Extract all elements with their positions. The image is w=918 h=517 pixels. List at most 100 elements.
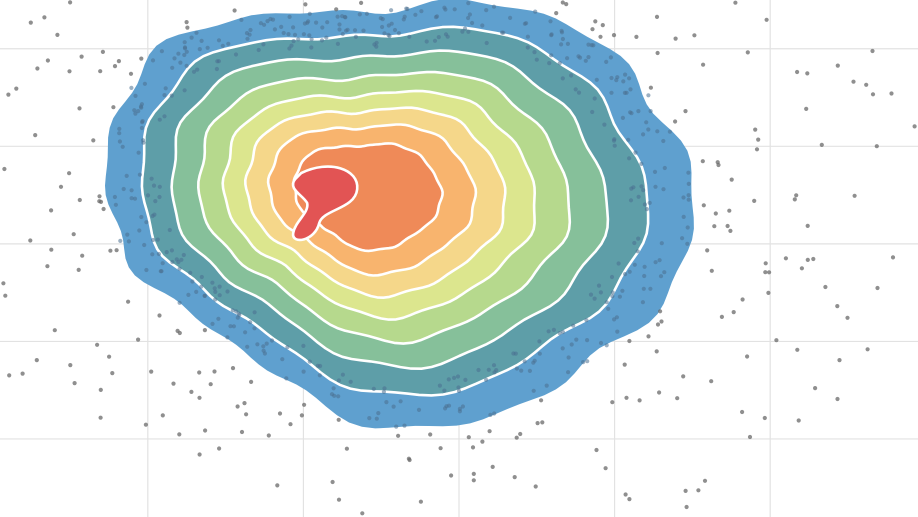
scatter-point [560, 76, 565, 81]
scatter-point [364, 11, 369, 16]
scatter-point [680, 236, 685, 241]
scatter-point [533, 9, 538, 14]
scatter-point [331, 386, 336, 391]
scatter-point [261, 42, 266, 47]
scatter-point [357, 12, 362, 17]
scatter-point [471, 471, 476, 476]
scatter-point [269, 338, 275, 343]
scatter-point [124, 173, 129, 178]
scatter-point [58, 184, 64, 189]
scatter-point [140, 138, 146, 143]
scatter-point [14, 86, 19, 91]
scatter-point [456, 388, 462, 393]
scatter-point [232, 8, 237, 13]
scatter-point [181, 252, 186, 258]
scatter-point [378, 16, 383, 21]
scatter-point [301, 32, 306, 37]
scatter-point [566, 355, 571, 360]
scatter-point [640, 300, 646, 305]
scatter-point [835, 304, 840, 309]
scatter-point [673, 36, 678, 41]
scatter-point [315, 363, 320, 368]
scatter-point [301, 369, 306, 374]
scatter-point [77, 106, 82, 111]
scatter-point [662, 270, 667, 275]
scatter-point [407, 34, 412, 39]
scatter-point [261, 344, 266, 349]
scatter-point [150, 213, 155, 219]
scatter-point [197, 370, 202, 375]
scatter-point [628, 87, 633, 92]
scatter-point [197, 395, 202, 400]
scatter-point [336, 378, 341, 383]
scatter-point [565, 56, 570, 61]
scatter-point [406, 456, 411, 461]
scatter-point [292, 32, 298, 38]
scatter-point [632, 240, 637, 246]
scatter-point [386, 32, 391, 38]
scatter-point [596, 283, 602, 288]
scatter-point [307, 33, 312, 38]
scatter-point [291, 39, 296, 44]
scatter-point [623, 72, 628, 77]
scatter-point [487, 429, 492, 434]
scatter-point [380, 24, 385, 30]
scatter-point [614, 315, 620, 320]
scatter-point [805, 71, 810, 76]
scatter-point [629, 186, 634, 191]
scatter-point [107, 354, 112, 359]
scatter-point [112, 64, 118, 69]
scatter-point [620, 288, 625, 293]
scatter-point [615, 329, 620, 334]
scatter-point [627, 338, 632, 344]
scatter-point [581, 360, 586, 365]
scatter-point [852, 193, 857, 198]
scatter-point [648, 109, 653, 114]
scatter-point [28, 238, 33, 243]
scatter-point [208, 382, 213, 387]
scatter-point [546, 329, 551, 334]
scatter-point [213, 289, 218, 294]
scatter-point [745, 50, 750, 55]
scatter-point [228, 324, 233, 329]
scatter-point [462, 26, 468, 31]
scatter-point [194, 289, 199, 294]
scatter-point [627, 497, 632, 502]
scatter-point [633, 150, 638, 155]
scatter-point [573, 87, 578, 92]
scatter-point [874, 144, 879, 149]
scatter-point [823, 284, 828, 290]
scatter-point [586, 55, 591, 60]
scatter-point [661, 187, 666, 192]
scatter-point [217, 293, 222, 298]
scatter-point [150, 58, 156, 63]
scatter-point [277, 411, 283, 416]
scatter-point [616, 261, 621, 266]
scatter-point [594, 77, 599, 82]
scatter-point [569, 342, 574, 347]
scatter-point [172, 56, 177, 61]
scatter-point [149, 369, 154, 374]
scatter-point [470, 445, 476, 450]
scatter-point [728, 228, 733, 233]
scatter-point [609, 75, 614, 81]
scatter-point [392, 27, 398, 33]
scatter-point [239, 429, 245, 435]
scatter-point [639, 161, 644, 166]
scatter-point [301, 343, 306, 348]
scatter-point [488, 412, 493, 417]
scatter-point [97, 199, 102, 204]
scatter-point [452, 375, 457, 380]
scatter-point [100, 49, 105, 55]
scatter-point [136, 109, 141, 114]
scatter-point [636, 194, 641, 199]
scatter-point [763, 270, 768, 275]
scatter-point [169, 93, 174, 98]
scatter-point [225, 335, 230, 340]
scatter-point [733, 0, 738, 5]
scatter-point [230, 308, 235, 313]
scatter-point [159, 49, 164, 54]
scatter-point [548, 19, 553, 24]
scatter-point [243, 330, 248, 335]
scatter-point [762, 415, 767, 421]
